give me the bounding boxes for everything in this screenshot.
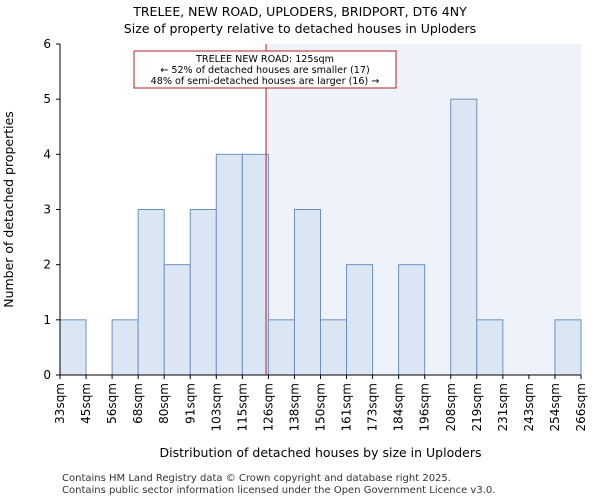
annotation-line-3: 48% of semi-detached houses are larger (… <box>151 76 380 87</box>
x-axis-label: Distribution of detached houses by size … <box>159 445 481 460</box>
x-tick-label: 173sqm <box>366 383 380 431</box>
x-tick-label: 33sqm <box>53 383 67 424</box>
x-tick-label: 219sqm <box>470 383 484 431</box>
x-tick-label: 243sqm <box>522 383 536 431</box>
y-tick-label: 4 <box>43 147 51 161</box>
x-tick-label: 56sqm <box>105 383 119 424</box>
bar-126sqm <box>267 319 295 376</box>
x-tick-label: 138sqm <box>287 383 301 431</box>
x-tick-label: 45sqm <box>79 383 93 424</box>
x-tick-label: 80sqm <box>157 383 171 424</box>
y-tick-label: 2 <box>43 258 51 272</box>
footer-copyright: Contains HM Land Registry data © Crown c… <box>62 473 451 484</box>
x-tick-label: 208sqm <box>444 383 458 431</box>
x-tick-label: 161sqm <box>340 383 354 431</box>
y-tick-label: 6 <box>43 37 51 51</box>
bar-68sqm <box>137 209 165 376</box>
x-tick-label: 91sqm <box>183 383 197 424</box>
x-tick-label: 266sqm <box>574 383 588 431</box>
bar-80sqm <box>163 264 191 376</box>
annotation-line-2: ← 52% of detached houses are smaller (17… <box>160 65 369 76</box>
x-tick-label: 126sqm <box>261 383 275 431</box>
annotation-box <box>133 50 397 89</box>
bar-161sqm <box>346 264 374 376</box>
bar-56sqm <box>111 319 139 376</box>
chart-subtitle: Size of property relative to detached ho… <box>123 21 477 36</box>
y-axis-label: Number of detached properties <box>1 111 16 308</box>
y-tick-label: 0 <box>43 368 51 382</box>
bar-150sqm <box>320 319 348 376</box>
bar-103sqm <box>215 153 243 376</box>
bar-115sqm <box>241 153 269 376</box>
x-tick-label: 231sqm <box>496 383 510 431</box>
x-tick-label: 196sqm <box>418 383 432 431</box>
x-tick-label: 103sqm <box>209 383 223 431</box>
x-tick-label: 254sqm <box>548 383 562 431</box>
x-tick-label: 150sqm <box>314 383 328 431</box>
x-tick-label: 68sqm <box>131 383 145 424</box>
annotation-line-1: TRELEE NEW ROAD: 125sqm <box>195 54 334 65</box>
bar-91sqm <box>189 209 217 376</box>
chart-title: TRELEE, NEW ROAD, UPLODERS, BRIDPORT, DT… <box>133 4 467 19</box>
y-tick-label: 5 <box>43 92 51 106</box>
bar-254sqm <box>554 319 582 376</box>
footer-licence: Contains public sector information licen… <box>62 485 496 496</box>
x-tick-label: 115sqm <box>235 383 249 431</box>
y-tick-label: 3 <box>43 203 51 217</box>
bar-184sqm <box>398 264 426 376</box>
bar-208sqm <box>450 98 478 376</box>
y-tick-label: 1 <box>43 313 51 327</box>
bar-138sqm <box>293 209 322 376</box>
bar-33sqm <box>59 319 87 376</box>
x-tick-label: 184sqm <box>392 383 406 431</box>
bar-219sqm <box>476 319 504 376</box>
